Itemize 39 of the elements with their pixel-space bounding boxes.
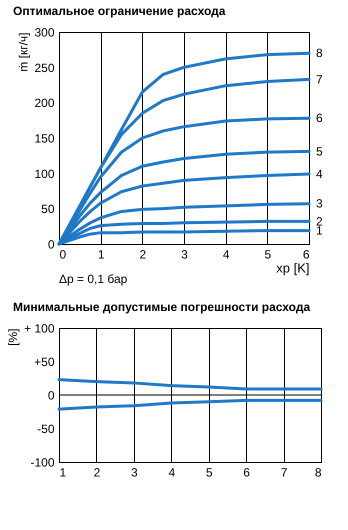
y-tick-label: -50 <box>37 422 55 436</box>
y-tick-label: -100 <box>30 456 55 470</box>
y-tick-label: 200 <box>34 96 55 110</box>
x-tick-label: 8 <box>314 466 322 480</box>
x-tick-label: 2 <box>94 466 101 480</box>
series-label: 5 <box>316 144 323 158</box>
chart-title: Оптимальное ограничение расхода <box>13 4 226 18</box>
x-axis-title: xp [K] <box>276 260 310 276</box>
series-label: 3 <box>316 196 323 211</box>
series-label: 8 <box>316 46 323 60</box>
y-tick-label: 150 <box>34 132 55 146</box>
x-tick-label: 5 <box>206 466 213 480</box>
x-tick-label: 3 <box>131 466 138 480</box>
y-tick-label: 0 <box>48 388 55 402</box>
y-axis-title: ṁ [кг/ч] <box>16 32 30 72</box>
x-tick-label: 3 <box>181 248 188 262</box>
y-axis-title: [%] <box>6 328 20 346</box>
series-label: 4 <box>316 167 323 182</box>
y-tick-label: +50 <box>34 355 55 369</box>
x-tick-label: 1 <box>98 248 105 262</box>
series-label: 7 <box>316 72 323 86</box>
x-tick-label: 4 <box>222 248 230 262</box>
y-tick-label: 100 <box>34 166 55 181</box>
chart-title: Минимальные допустимые погрешности расхода <box>13 300 310 314</box>
x-tick-label: 5 <box>264 248 272 262</box>
text: Δp = 0,1 бар <box>59 272 128 286</box>
y-tick-label: 300 <box>34 26 55 40</box>
x-tick-label: 6 <box>302 248 310 262</box>
series-label: 6 <box>316 111 323 126</box>
x-tick-label: 1 <box>60 466 66 480</box>
x-tick-label: 4 <box>168 466 176 480</box>
x-tick-label: 7 <box>280 466 288 480</box>
x-tick-label: 6 <box>243 466 250 480</box>
y-tick-label: + 100 <box>24 322 55 336</box>
x-tick-label: 2 <box>139 248 146 262</box>
y-tick-label: 0 <box>48 238 55 252</box>
y-tick-label: 250 <box>34 60 55 75</box>
y-tick-label: 50 <box>41 202 55 216</box>
x-tick-label: 0 <box>60 248 66 262</box>
